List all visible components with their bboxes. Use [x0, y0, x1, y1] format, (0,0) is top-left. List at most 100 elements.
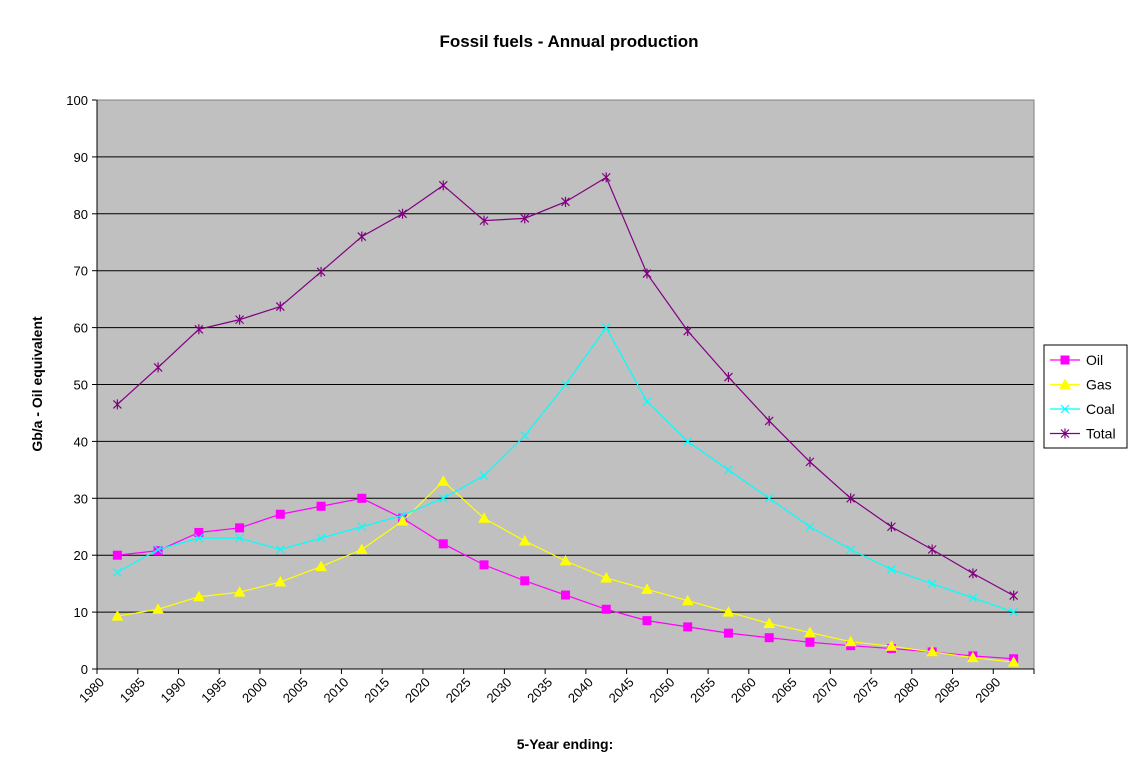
data-point-coal: [479, 471, 489, 480]
data-point-coal: [724, 465, 733, 475]
x-tick-label: 2085: [932, 675, 963, 706]
data-point-total: [805, 456, 815, 467]
data-point-oil: [479, 560, 489, 570]
data-point-coal: [1009, 607, 1019, 617]
data-point-gas: [518, 534, 531, 546]
data-point-oil: [723, 628, 733, 638]
x-tick-label: 2035: [524, 675, 555, 706]
data-point-coal: [438, 493, 448, 503]
data-point-coal: [805, 522, 815, 532]
legend-box: [1043, 344, 1128, 449]
x-tick-label: 2040: [565, 675, 596, 706]
data-point-coal: [235, 533, 245, 543]
data-point-gas: [396, 515, 409, 526]
y-tick-label: 70: [74, 264, 88, 279]
data-point-gas: [192, 590, 205, 602]
data-point-coal: [561, 380, 570, 389]
y-tick-label: 30: [74, 491, 88, 506]
x-tick-label: 1985: [117, 675, 148, 706]
data-point-coal: [886, 565, 896, 574]
data-point-oil: [112, 550, 122, 560]
legend: Oil Gas Coal Total: [1043, 344, 1128, 449]
legend-marker-coal: [1060, 404, 1070, 414]
y-axis-title: Gb/a - Oil equivalent: [29, 316, 45, 452]
data-point-total: [357, 231, 367, 242]
data-point-coal: [275, 545, 285, 554]
data-point-total: [927, 544, 937, 555]
data-point-total: [846, 493, 856, 504]
y-tick-label: 40: [74, 434, 88, 449]
data-point-coal: [968, 593, 978, 603]
data-point-coal: [642, 397, 652, 406]
data-point-oil: [316, 501, 326, 511]
legend-label-oil: Oil: [1086, 352, 1103, 368]
data-point-coal: [927, 579, 937, 589]
x-tick-label: 2045: [606, 675, 637, 706]
y-tick-label: 100: [66, 93, 88, 108]
x-tick-label: 2055: [687, 675, 718, 706]
data-point-coal: [316, 533, 326, 543]
data-point-oil: [601, 604, 611, 614]
data-point-total: [479, 215, 489, 226]
legend-label-gas: Gas: [1086, 377, 1112, 393]
series-gas: [111, 475, 1020, 667]
data-point-gas: [722, 606, 735, 617]
y-tick-label: 10: [74, 605, 88, 620]
data-point-gas: [600, 571, 613, 583]
data-point-total: [153, 362, 163, 373]
data-point-total: [316, 266, 326, 277]
data-point-gas: [681, 594, 694, 606]
data-point-oil: [194, 527, 204, 537]
data-point-total: [398, 208, 407, 219]
x-tick-label: 2025: [443, 675, 474, 706]
legend-marker-gas: [1059, 378, 1071, 389]
data-point-oil: [357, 493, 367, 503]
data-point-gas: [478, 512, 490, 523]
x-tick-label: 2060: [728, 675, 759, 706]
legend-marker-total: [1060, 428, 1070, 439]
data-point-oil: [764, 633, 774, 643]
data-point-coal: [112, 567, 122, 577]
series-coal: [112, 323, 1019, 617]
data-point-coal: [194, 533, 204, 543]
x-tick-label: 2065: [769, 675, 800, 706]
data-point-gas: [763, 617, 776, 628]
data-point-coal: [683, 436, 693, 446]
data-point-total: [275, 301, 285, 312]
data-point-total: [438, 180, 448, 191]
data-point-gas: [274, 575, 287, 587]
x-tick-label: 2000: [239, 675, 270, 706]
x-tick-label: 2080: [891, 675, 922, 706]
x-tick-label: 2075: [850, 675, 881, 706]
data-point-oil: [520, 576, 530, 586]
x-tick-label: 2090: [972, 675, 1003, 706]
data-point-coal: [357, 522, 367, 532]
data-point-oil: [235, 523, 245, 533]
data-point-total: [235, 314, 245, 325]
x-tick-label: 2015: [361, 675, 392, 706]
data-point-gas: [1007, 656, 1020, 667]
data-point-coal: [764, 493, 774, 503]
legend-marker-oil: [1060, 355, 1070, 365]
legend-label-coal: Coal: [1086, 401, 1115, 417]
data-point-gas: [804, 626, 816, 638]
data-point-total: [194, 324, 204, 335]
data-point-gas: [844, 635, 857, 647]
data-point-oil: [438, 539, 448, 549]
data-point-coal: [398, 510, 407, 520]
y-tick-label: 0: [81, 662, 88, 677]
x-tick-label: 2010: [320, 675, 351, 706]
y-tick-label: 50: [74, 378, 88, 393]
data-point-total: [764, 415, 774, 426]
data-point-gas: [437, 475, 450, 486]
data-point-coal: [153, 545, 163, 554]
data-point-total: [724, 372, 733, 383]
data-point-gas: [315, 560, 327, 572]
data-point-total: [886, 521, 896, 532]
data-point-coal: [846, 545, 856, 554]
legend-label-total: Total: [1086, 426, 1116, 442]
x-tick-label: 1995: [198, 675, 229, 706]
data-point-gas: [152, 603, 164, 614]
